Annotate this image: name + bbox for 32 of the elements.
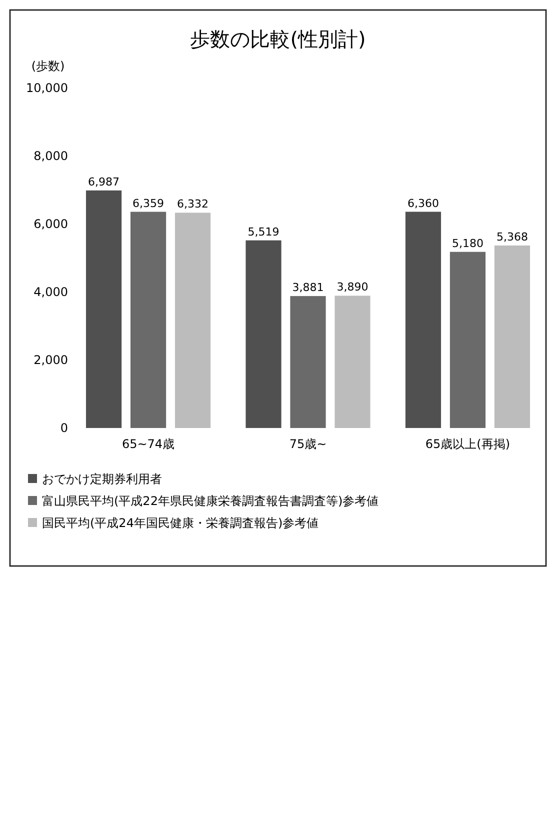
bar [246, 240, 282, 428]
bar [405, 212, 442, 428]
data-label: 6,987 [88, 175, 120, 188]
y-tick-label: 10,000 [26, 81, 68, 96]
bar [86, 190, 122, 428]
y-tick-label: 2,000 [34, 353, 68, 368]
chart-title: 歩数の比較(性別計) [190, 27, 366, 51]
data-label: 3,881 [292, 281, 324, 294]
bar [450, 252, 486, 428]
bar [174, 212, 211, 428]
bar [494, 245, 530, 428]
y-tick-label: 0 [60, 421, 68, 436]
legend-label: おでかけ定期券利用者 [42, 472, 162, 486]
data-label: 6,332 [177, 198, 209, 211]
data-label: 5,368 [496, 230, 528, 244]
legend-label: 国民平均(平成24年国民健康・栄養調査報告)参考値 [42, 516, 319, 530]
data-label: 5,180 [452, 236, 484, 250]
y-tick-label: 6,000 [34, 217, 68, 232]
bar [130, 212, 166, 428]
data-label: 6,360 [407, 196, 439, 210]
data-label: 3,890 [336, 280, 368, 294]
x-tick-label: 65歳以上(再掲) [425, 437, 510, 451]
bar [334, 296, 370, 428]
data-label: 6,359 [132, 196, 164, 210]
legend-label: 富山県民平均(平成22年県民健康栄養調査報告書調査等)参考値 [42, 494, 379, 508]
data-label: 5,519 [248, 225, 280, 238]
x-tick-label: 65~74歳 [122, 437, 175, 451]
y-tick-label: 8,000 [34, 149, 68, 164]
y-axis-title: (歩数) [31, 59, 65, 73]
bar [290, 296, 326, 428]
y-tick-label: 4,000 [34, 285, 68, 300]
x-tick-label: 75歳~ [289, 437, 327, 451]
